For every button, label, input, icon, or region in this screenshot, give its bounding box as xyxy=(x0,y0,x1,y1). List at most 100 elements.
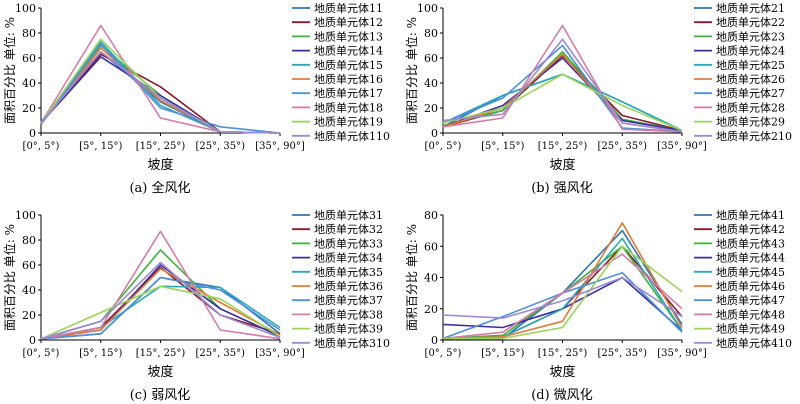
x-tick-label: [15°, 25°) xyxy=(538,348,588,359)
series-line-10 xyxy=(40,50,281,134)
legend-label: 地质单元体19 xyxy=(314,115,383,129)
chart-panel-4: 0 20 40 60 80 [0°, 5°) [5°, 15°) [15°, 25°) [25°… xyxy=(404,208,792,403)
legend-label: 地质单元体23 xyxy=(716,29,785,43)
y-tick-label: 60 xyxy=(424,240,438,253)
series-line-6 xyxy=(442,222,683,340)
y-tick-label: 40 xyxy=(424,77,438,90)
legend-label: 地质单元体31 xyxy=(314,208,383,222)
legend-label: 地质单元体12 xyxy=(314,15,383,29)
legend-label: 地质单元体11 xyxy=(314,1,383,15)
x-tick-label: [5°, 15°) xyxy=(79,348,122,359)
y-tick-label: 40 xyxy=(22,77,36,90)
y-tick-label: 40 xyxy=(22,284,36,297)
panel-caption: (b) 强风化 xyxy=(531,181,593,196)
legend-label: 地质单元体45 xyxy=(716,265,785,279)
y-axis-title: 面积百分比 单位: % xyxy=(2,224,17,331)
chart-panel-3: 0 20 40 60 80 100 [0°, 5°) [5°, 15°) [15°, 25°) [… xyxy=(2,208,390,403)
y-tick-label: 60 xyxy=(424,52,438,65)
legend-label: 地质单元体18 xyxy=(314,100,383,114)
x-tick-label: [15°, 25°) xyxy=(136,348,186,359)
y-tick-label: 100 xyxy=(15,209,36,222)
series-line-8 xyxy=(442,24,683,133)
series-line-7 xyxy=(442,44,683,133)
series-line-3 xyxy=(40,44,281,134)
series-line-10 xyxy=(442,276,683,319)
series-line-1 xyxy=(443,229,683,340)
legend-label: 地质单元体13 xyxy=(314,29,383,43)
x-tick-label: [0°, 5°) xyxy=(425,348,462,359)
x-tick-label: [35°, 90°] xyxy=(255,141,305,152)
legend-label: 地质单元体47 xyxy=(716,293,785,307)
legend-label: 地质单元体26 xyxy=(716,72,785,86)
x-axis-title: 坡度 xyxy=(147,364,173,380)
panel-caption: (a) 全风化 xyxy=(129,180,190,196)
legend-label: 地质单元体44 xyxy=(716,251,785,265)
x-tick-label: [25°, 35°) xyxy=(597,141,647,152)
legend-label: 地质单元体36 xyxy=(314,279,383,293)
legend-label: 地质单元体35 xyxy=(314,265,383,279)
y-tick-label: 20 xyxy=(424,303,438,316)
series-line-4 xyxy=(40,55,281,134)
legend-label: 地质单元体33 xyxy=(314,236,383,250)
legend-label: 地质单元体110 xyxy=(314,129,390,143)
legend-label: 地质单元体42 xyxy=(716,222,785,236)
y-tick-label: 100 xyxy=(417,2,438,15)
x-tick-label: [5°, 15°) xyxy=(481,348,524,359)
x-tick-label: [15°, 25°) xyxy=(538,141,588,152)
legend-label: 地质单元体46 xyxy=(716,279,785,293)
legend-label: 地质单元体41 xyxy=(716,208,785,222)
x-tick-label: [25°, 35°) xyxy=(195,141,245,152)
series-line-4 xyxy=(442,276,683,332)
x-tick-label: [25°, 35°) xyxy=(597,348,647,359)
x-axis-title: 坡度 xyxy=(549,157,575,173)
legend-label: 地质单元体25 xyxy=(716,58,785,72)
y-tick-label: 40 xyxy=(424,272,438,285)
series-line-9 xyxy=(442,73,683,132)
legend-label: 地质单元体210 xyxy=(716,129,792,143)
y-axis-title: 面积百分比 单位: % xyxy=(404,224,419,331)
x-axis-title: 坡度 xyxy=(147,157,173,173)
x-tick-label: [35°, 90°] xyxy=(255,348,305,359)
series-line-8 xyxy=(40,230,281,340)
legend-label: 地质单元体49 xyxy=(716,322,785,336)
series-line-6 xyxy=(40,267,281,340)
legend-label: 地质单元体38 xyxy=(314,307,383,321)
series-line-7 xyxy=(442,272,683,340)
series-line-10 xyxy=(442,38,683,133)
y-tick-label: 0 xyxy=(431,127,438,140)
series-line-5 xyxy=(442,237,683,340)
x-axis-title: 坡度 xyxy=(549,364,575,380)
legend-label: 地质单元体29 xyxy=(716,115,785,129)
y-tick-label: 80 xyxy=(424,209,438,222)
series-line-7 xyxy=(40,276,281,340)
y-tick-label: 0 xyxy=(29,334,36,347)
legend-label: 地质单元体43 xyxy=(716,236,785,250)
y-tick-label: 20 xyxy=(424,102,438,115)
y-tick-label: 60 xyxy=(22,52,36,65)
series-line-5 xyxy=(40,285,281,340)
y-tick-label: 100 xyxy=(15,2,36,15)
x-tick-label: [15°, 25°) xyxy=(136,141,186,152)
legend-label: 地质单元体27 xyxy=(716,86,785,100)
series-line-10 xyxy=(40,261,281,340)
panel-caption: (c) 弱风化 xyxy=(130,388,191,403)
x-tick-label: [35°, 90°] xyxy=(657,141,707,152)
x-tick-label: [0°, 5°) xyxy=(23,141,60,152)
y-tick-label: 0 xyxy=(29,127,36,140)
legend-label: 地质单元体28 xyxy=(716,100,785,114)
y-tick-label: 20 xyxy=(22,102,36,115)
legend-label: 地质单元体34 xyxy=(314,251,383,265)
y-tick-label: 80 xyxy=(22,234,36,247)
legend-label: 地质单元体39 xyxy=(314,322,383,336)
y-tick-label: 20 xyxy=(22,309,36,322)
series-line-7 xyxy=(40,43,281,134)
legend-label: 地质单元体310 xyxy=(314,336,390,350)
x-tick-label: [0°, 5°) xyxy=(425,141,462,152)
x-tick-label: [5°, 15°) xyxy=(79,141,122,152)
y-axis-title: 面积百分比 单位: % xyxy=(404,17,419,124)
legend-label: 地质单元体17 xyxy=(314,86,383,100)
legend-label: 地质单元体16 xyxy=(314,72,383,86)
legend-label: 地质单元体21 xyxy=(716,1,785,15)
y-tick-label: 60 xyxy=(22,259,36,272)
